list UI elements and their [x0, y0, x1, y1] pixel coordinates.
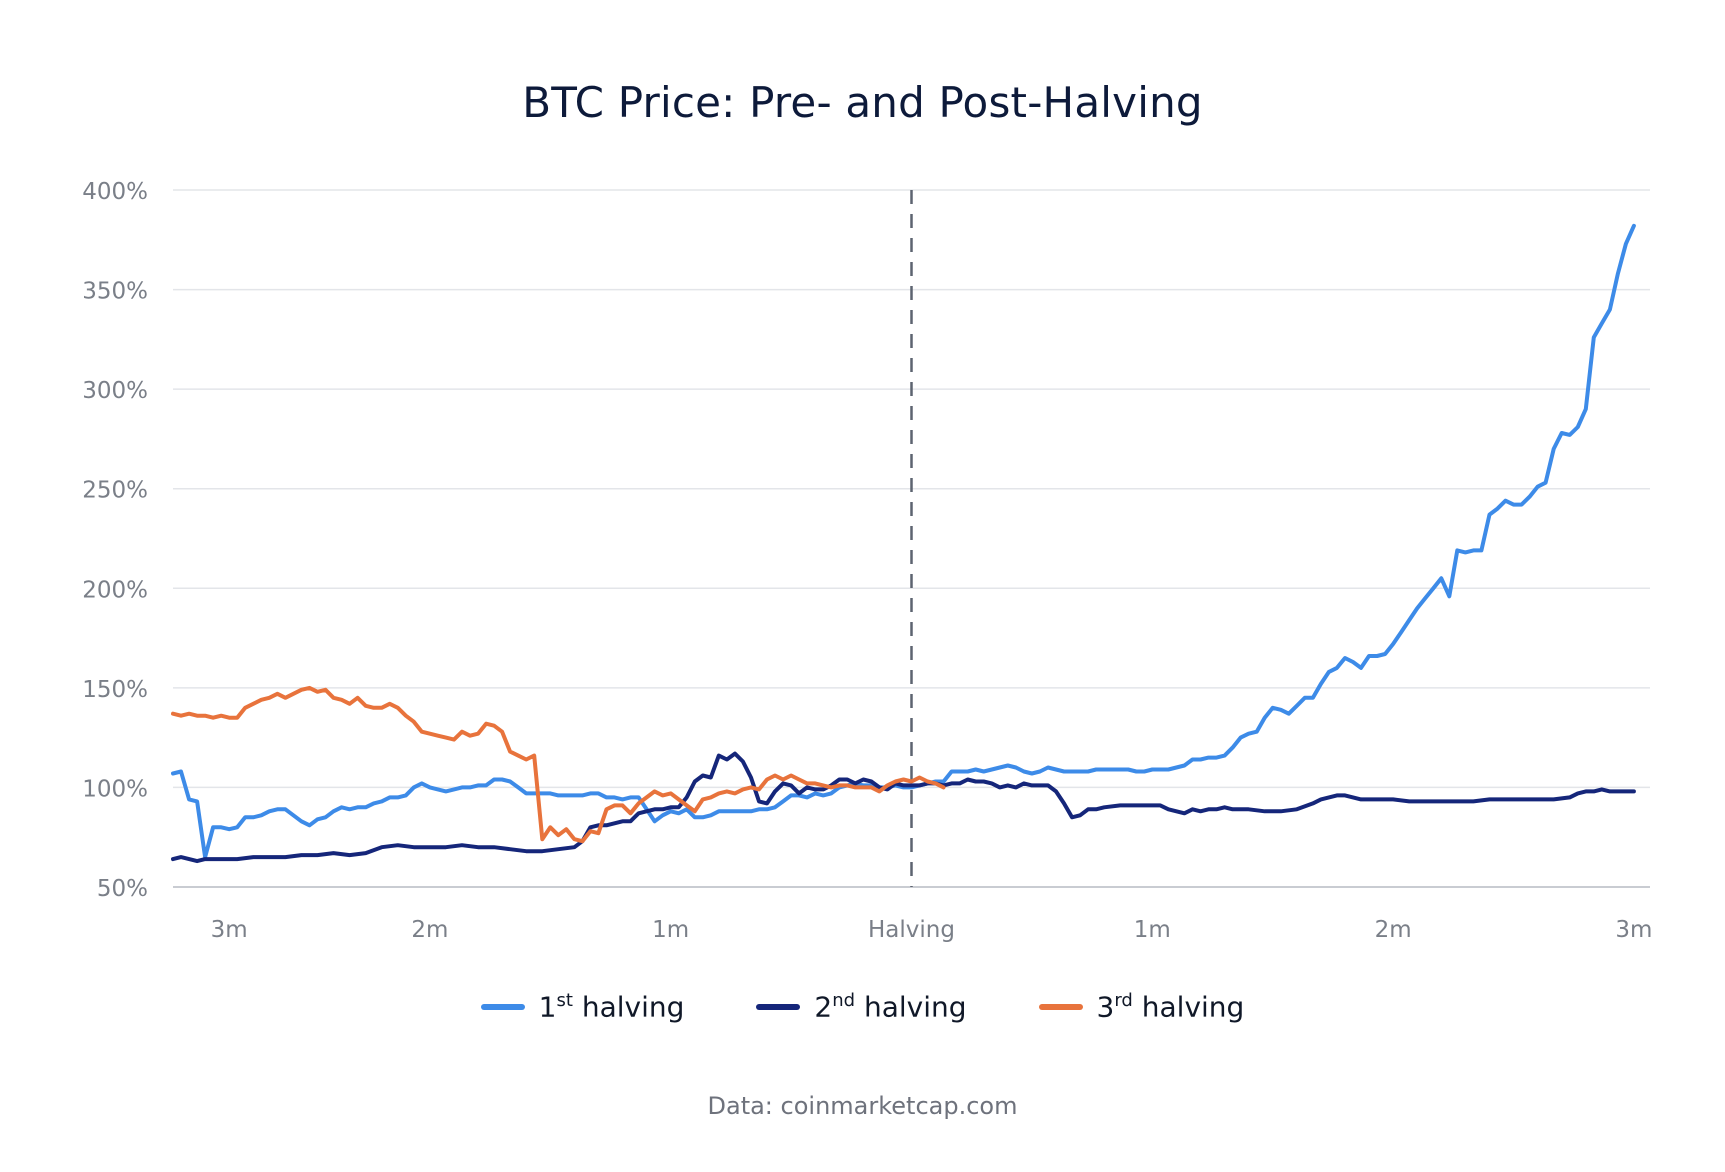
legend-swatch — [1038, 1003, 1083, 1010]
legend-label: 1st halving — [538, 990, 685, 1024]
legend-item-2nd-halving[interactable]: 2nd halving — [756, 990, 967, 1024]
y-tick-label: 50% — [97, 876, 148, 902]
y-tick-label: 350% — [82, 279, 148, 305]
series-line-1st-halving — [171, 223, 1636, 860]
y-tick-label: 300% — [82, 378, 148, 404]
legend-label: 3rd halving — [1096, 990, 1245, 1024]
legend-item-3rd-halving[interactable]: 3rd halving — [1038, 990, 1245, 1024]
y-axis-ticks: 50% 100% 150% 200% 250% 300% 350% 400% — [82, 179, 148, 902]
legend-swatch — [480, 1003, 525, 1010]
x-tick-label: 2m — [411, 917, 448, 943]
x-tick-label: Halving — [868, 917, 955, 943]
x-tick-label: 3m — [1615, 917, 1652, 943]
y-tick-label: 400% — [82, 179, 148, 205]
x-axis-ticks: 3m 2m 1m Halving 1m 2m 3m — [211, 917, 1653, 943]
chart-title: BTC Price: Pre- and Post-Halving — [522, 78, 1203, 127]
legend-item-1st-halving[interactable]: 1st halving — [480, 990, 685, 1024]
y-tick-label: 100% — [82, 776, 148, 802]
series-line-3rd-halving — [171, 685, 946, 844]
x-tick-label: 1m — [1134, 917, 1171, 943]
x-tick-label: 2m — [1375, 917, 1412, 943]
y-tick-label: 150% — [82, 677, 148, 703]
legend: 1st halving 2nd halving 3rd halving — [0, 990, 1725, 1023]
legend-swatch — [756, 1003, 801, 1010]
series-line-2nd-halving — [171, 751, 1636, 864]
legend-label: 2nd halving — [814, 990, 967, 1024]
data-source: Data: coinmarketcap.com — [707, 1092, 1018, 1120]
x-tick-label: 1m — [652, 917, 689, 943]
x-tick-label: 3m — [211, 917, 248, 943]
y-tick-label: 250% — [82, 478, 148, 504]
y-tick-label: 200% — [82, 577, 148, 603]
series-lines — [171, 223, 1636, 864]
